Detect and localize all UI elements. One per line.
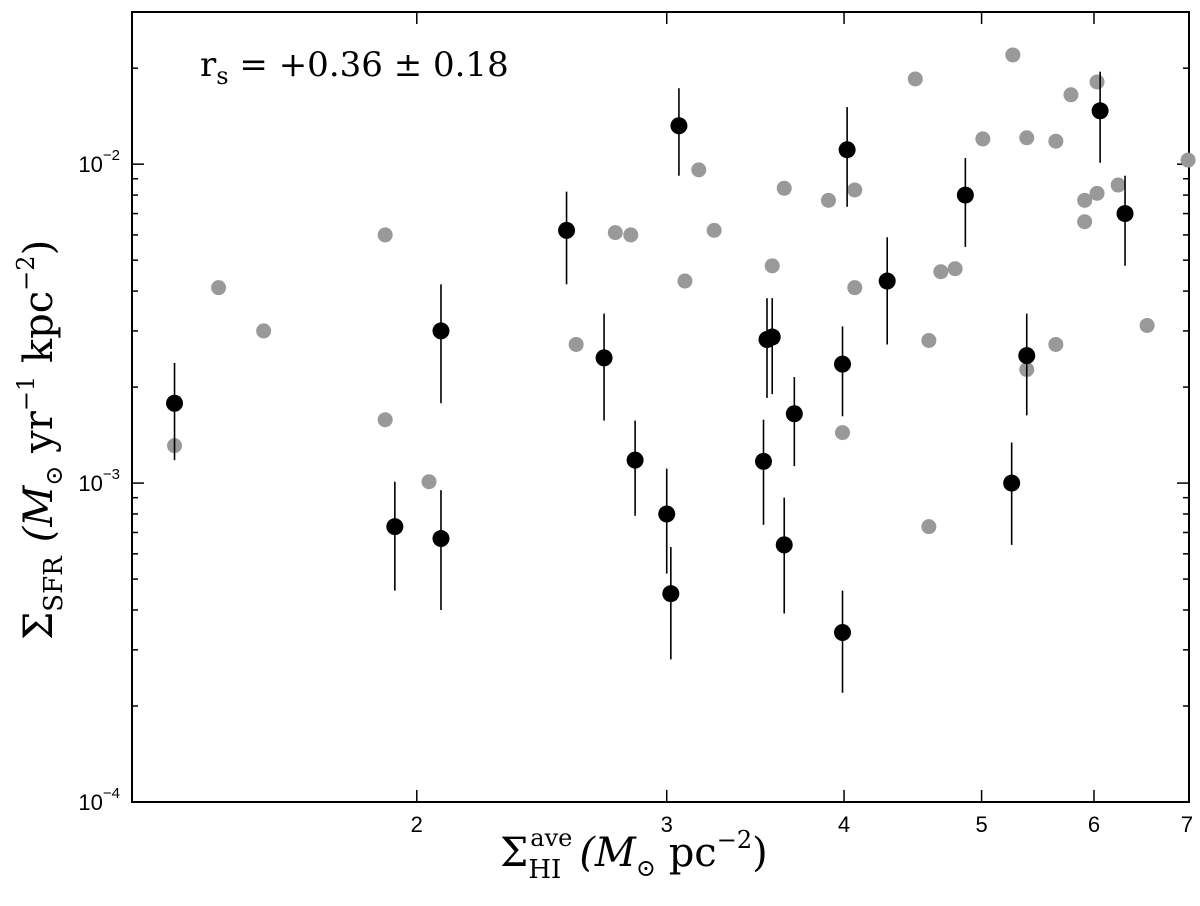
- black-data-point: [785, 405, 803, 423]
- black-data-point: [626, 451, 644, 469]
- axis-ticks: [132, 11, 1190, 803]
- black-data-point: [595, 349, 613, 367]
- gray-data-point: [568, 336, 584, 352]
- black-data-point: [166, 394, 184, 412]
- black-data-point: [1091, 102, 1109, 120]
- y-label-sun: ⊙: [40, 466, 68, 486]
- y-label-unit1: yr: [16, 410, 62, 465]
- y-tick-label: 10−2: [78, 147, 120, 177]
- gray-data-point: [820, 192, 836, 208]
- x-tick-label: 6: [1088, 812, 1100, 837]
- y-label-sub: SFR: [39, 555, 69, 612]
- x-label-sub: HI: [528, 855, 561, 885]
- gray-data-point: [921, 332, 937, 348]
- x-tick-label: 7: [1181, 812, 1193, 837]
- x-label-sup: ave: [530, 824, 572, 852]
- gray-data-point: [975, 131, 991, 147]
- gray-data-point: [1110, 177, 1126, 193]
- gray-data-point: [377, 412, 393, 428]
- gray-data-point: [921, 519, 937, 535]
- x-label-unit-exp: −2: [717, 826, 752, 854]
- black-data-point: [658, 505, 676, 523]
- gray-data-point: [933, 264, 949, 280]
- black-data-point: [1003, 474, 1021, 492]
- x-tick-label: 2: [411, 812, 423, 837]
- annotation-prefix: r: [200, 45, 217, 85]
- black-data-point: [662, 585, 680, 603]
- gray-data-point: [907, 71, 923, 87]
- black-data-point: [1018, 347, 1036, 365]
- black-series: [166, 71, 1134, 693]
- gray-data-point: [1089, 185, 1105, 201]
- black-data-point: [775, 536, 793, 554]
- y-label-unit2: kpc: [16, 291, 62, 376]
- gray-data-point: [1048, 133, 1064, 149]
- gray-data-point: [1077, 192, 1093, 208]
- gray-data-point: [1077, 214, 1093, 230]
- plot-area: [131, 11, 1190, 803]
- gray-data-point: [691, 162, 707, 178]
- black-data-point: [878, 272, 896, 290]
- x-axis-label: Σave HI (M⊙ pc−2): [500, 824, 768, 885]
- gray-data-point: [1005, 47, 1021, 63]
- x-tick-label: 5: [975, 812, 987, 837]
- x-tick-labels: 2 3 4 5 6 7: [411, 812, 1193, 837]
- gray-data-point: [1019, 130, 1035, 146]
- black-data-point: [432, 530, 450, 548]
- correlation-annotation: rs = +0.36 ± 0.18: [200, 45, 509, 90]
- black-data-point: [386, 518, 404, 536]
- black-data-point: [956, 186, 974, 204]
- gray-data-point: [1180, 152, 1196, 168]
- gray-data-point: [677, 273, 693, 289]
- black-data-point: [834, 624, 852, 642]
- x-label-sigma: Σ: [500, 830, 528, 876]
- y-tick-labels: 10−4 10−3 10−2: [78, 147, 120, 815]
- x-label-sun: ⊙: [636, 854, 656, 882]
- y-label-sigma: Σ: [16, 612, 62, 640]
- y-label-unit2-exp: −2: [12, 255, 40, 290]
- annotation-value: = +0.36 ± 0.18: [229, 45, 509, 85]
- black-data-point: [1116, 205, 1134, 223]
- y-axis-label: ΣSFR (M⊙ yr−1 kpc−2): [12, 240, 69, 640]
- gray-data-point: [211, 280, 227, 296]
- black-data-point: [432, 322, 450, 340]
- gray-data-point: [847, 280, 863, 296]
- gray-data-point: [706, 222, 722, 238]
- gray-data-point: [1048, 336, 1064, 352]
- gray-data-point: [1089, 74, 1105, 90]
- gray-data-point: [947, 261, 963, 277]
- gray-data-point: [835, 425, 851, 441]
- annotation-subscript: s: [216, 62, 228, 90]
- y-label-open: (M: [16, 485, 62, 543]
- gray-series: [167, 47, 1196, 535]
- x-tick-label: 3: [661, 812, 673, 837]
- gray-data-point: [1139, 317, 1155, 333]
- y-label-unit1-exp: −1: [12, 376, 40, 411]
- gray-data-point: [607, 225, 623, 241]
- gray-data-point: [764, 258, 780, 274]
- x-label-close: ): [752, 830, 768, 876]
- gray-data-point: [776, 180, 792, 196]
- gray-data-point: [623, 227, 639, 243]
- x-tick-label: 4: [838, 812, 850, 837]
- gray-data-point: [1063, 87, 1079, 103]
- black-data-point: [670, 117, 688, 135]
- gray-data-point: [377, 227, 393, 243]
- black-data-point: [834, 355, 852, 373]
- gray-data-point: [256, 323, 272, 339]
- gray-data-point: [847, 182, 863, 198]
- x-label-unit: pc: [656, 830, 717, 876]
- black-data-point: [558, 221, 576, 239]
- y-label-close: ): [16, 240, 62, 256]
- x-label-open: (M: [579, 830, 637, 876]
- y-tick-label: 10−3: [78, 466, 120, 496]
- black-data-point: [763, 328, 781, 346]
- black-data-point: [838, 141, 856, 159]
- y-tick-label: 10−4: [78, 785, 120, 815]
- gray-data-point: [421, 474, 437, 490]
- black-data-point: [755, 452, 773, 470]
